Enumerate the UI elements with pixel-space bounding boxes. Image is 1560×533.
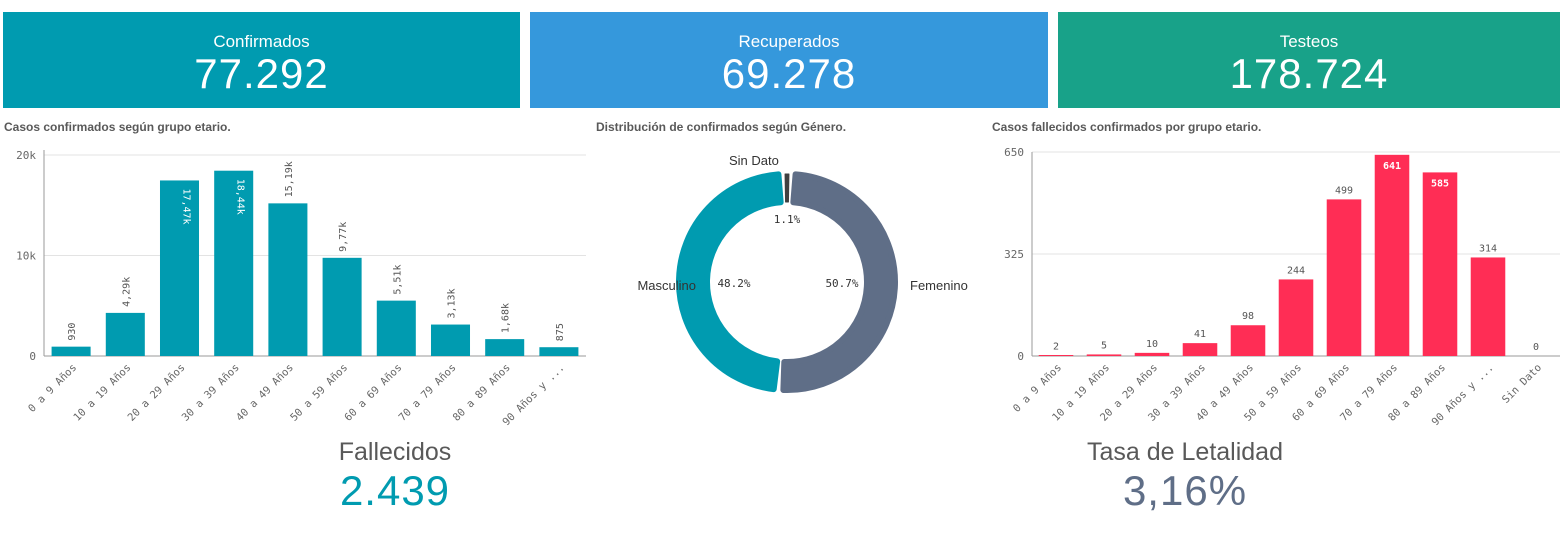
bar-value-label: 3,13k bbox=[447, 288, 458, 318]
x-tick-label: 40 a 49 Años bbox=[234, 362, 296, 424]
bar-value-label: 2 bbox=[1053, 341, 1059, 352]
y-tick-label: 10k bbox=[16, 250, 36, 263]
x-tick-label: 20 a 29 Años bbox=[125, 362, 187, 424]
bar-value-label: 499 bbox=[1335, 185, 1353, 196]
x-tick-label: 80 a 89 Años bbox=[451, 362, 513, 424]
bar-value-label: 41 bbox=[1194, 329, 1206, 340]
kpi-recuperados: Recuperados 69.278 bbox=[530, 12, 1048, 108]
label-sin-dato: Sin Dato bbox=[729, 153, 779, 168]
x-tick-label: 0 a 9 Años bbox=[26, 362, 79, 415]
bar bbox=[159, 180, 200, 356]
x-tick-label: 70 a 79 Años bbox=[396, 362, 458, 424]
bar-value-label: 5,51k bbox=[392, 265, 403, 295]
kpi-recuperados-value: 69.278 bbox=[721, 50, 857, 97]
bar bbox=[1038, 355, 1074, 356]
bar-value-label: 641 bbox=[1383, 161, 1401, 172]
kpi-confirmados-label: Confirmados bbox=[213, 32, 310, 51]
bar-value-label: 4,29k bbox=[121, 277, 132, 307]
slice-femenino bbox=[780, 171, 898, 393]
bar-value-label: 5 bbox=[1101, 340, 1107, 351]
chart-title-genero: Distribución de confirmados según Género… bbox=[596, 120, 847, 134]
bar-value-label: 98 bbox=[1242, 311, 1254, 322]
bar bbox=[322, 257, 362, 356]
x-tick-label: 30 a 39 Años bbox=[180, 362, 242, 424]
kpi-letalidad-label: Tasa de Letalidad bbox=[1087, 438, 1283, 466]
bar-value-label: 9,77k bbox=[338, 222, 349, 252]
slice-sin-dato bbox=[784, 173, 790, 203]
label-femenino: Femenino bbox=[910, 278, 968, 293]
kpi-testeos-label: Testeos bbox=[1279, 32, 1339, 51]
bar-value-label: 17,47k bbox=[181, 188, 192, 224]
bar-value-label: 930 bbox=[67, 323, 78, 341]
kpi-confirmados: Confirmados 77.292 bbox=[3, 12, 520, 108]
bar-value-label: 10 bbox=[1146, 339, 1158, 350]
bar-value-label: 875 bbox=[555, 323, 566, 341]
bar-value-label: 1,68k bbox=[501, 303, 512, 333]
x-tick-label: 50 a 59 Años bbox=[288, 362, 350, 424]
kpi-testeos-value: 178.724 bbox=[1229, 50, 1389, 97]
bar bbox=[430, 324, 471, 356]
bar bbox=[1134, 352, 1170, 356]
slice-masculino bbox=[676, 171, 784, 393]
chart-title-fallecidos: Casos fallecidos confirmados por grupo e… bbox=[992, 120, 1262, 134]
bar-value-label: 585 bbox=[1431, 178, 1449, 189]
chart-confirmados-por-edad[interactable]: 0 10k 20k 930 0 a 9 Años 4,29k 10 a 19 Años 17,… bbox=[0, 140, 590, 440]
y-tick-label: 0 bbox=[29, 350, 36, 363]
bar-value-label: 15,19k bbox=[284, 161, 295, 197]
bar-value-label: 18,44k bbox=[235, 179, 246, 215]
x-tick-label: Sin Dato bbox=[1500, 362, 1544, 406]
y-tick-label: 0 bbox=[1017, 350, 1024, 363]
kpi-testeos: Testeos 178.724 bbox=[1058, 12, 1560, 108]
kpi-recuperados-label: Recuperados bbox=[738, 32, 840, 51]
bar-value-label: 244 bbox=[1287, 265, 1305, 276]
pct-label-masculino: 48.2% bbox=[717, 277, 750, 290]
kpi-fallecidos: Fallecidos 2.439 bbox=[260, 437, 530, 515]
chart-genero-donut[interactable]: 50.7% 48.2% 1.1% Femenino Masculino Sin Dato bbox=[590, 140, 990, 420]
kpi-letalidad: Tasa de Letalidad 3,16% bbox=[1040, 437, 1330, 515]
bar bbox=[1422, 172, 1458, 356]
y-tick-label: 20k bbox=[16, 149, 36, 162]
kpi-letalidad-value: 3,16% bbox=[1122, 467, 1248, 514]
label-masculino: Masculino bbox=[637, 278, 696, 293]
chart-title-confirmados: Casos confirmados según grupo etario. bbox=[4, 120, 231, 134]
kpi-confirmados-value: 77.292 bbox=[194, 50, 329, 97]
pct-label-femenino: 50.7% bbox=[825, 277, 858, 290]
y-tick-label: 325 bbox=[1004, 248, 1024, 261]
kpi-fallecidos-label: Fallecidos bbox=[338, 438, 452, 466]
bar bbox=[1374, 154, 1410, 356]
bar bbox=[1182, 343, 1218, 356]
bar bbox=[105, 312, 145, 356]
bar bbox=[1326, 199, 1362, 356]
bar bbox=[485, 339, 525, 356]
x-tick-label: 0 a 9 Años bbox=[1011, 362, 1064, 415]
bar bbox=[376, 300, 416, 356]
x-tick-label: 10 a 19 Años bbox=[71, 362, 133, 424]
y-tick-label: 650 bbox=[1004, 146, 1024, 159]
bar bbox=[1470, 257, 1506, 356]
bar bbox=[1278, 279, 1314, 356]
bar bbox=[268, 203, 308, 356]
bar bbox=[51, 346, 91, 356]
kpi-fallecidos-value: 2.439 bbox=[339, 467, 451, 514]
bar-value-label: 314 bbox=[1479, 243, 1497, 254]
x-tick-label: 60 a 69 Años bbox=[342, 362, 404, 424]
bar bbox=[539, 347, 579, 356]
pct-label-sin-dato: 1.1% bbox=[774, 213, 801, 226]
bar bbox=[214, 170, 254, 356]
bar bbox=[1086, 354, 1122, 356]
bar-value-label: 0 bbox=[1533, 342, 1539, 353]
bar bbox=[1230, 325, 1266, 356]
